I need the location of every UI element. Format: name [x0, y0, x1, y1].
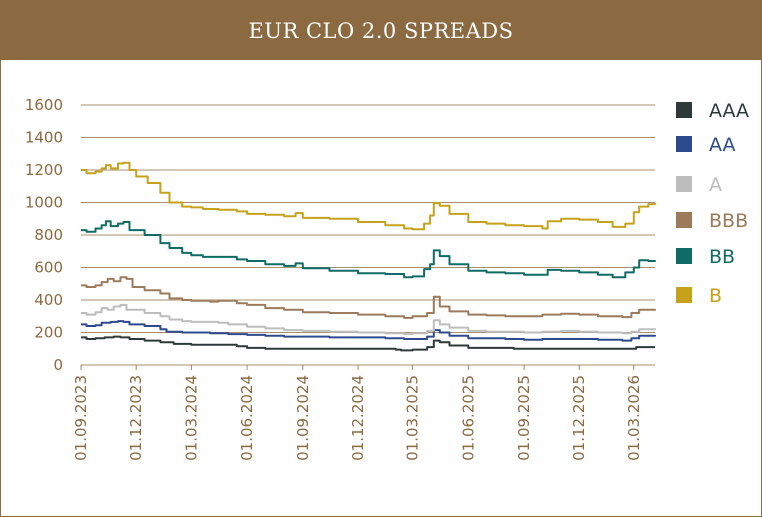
y-axis: 0 200 400 600 800 1000 1200 1400 1600	[25, 96, 63, 374]
y-tick-label: 1200	[25, 161, 63, 179]
legend-swatch	[676, 102, 692, 118]
x-tick-label: 01.09.2023	[72, 375, 90, 461]
y-tick-label: 0	[53, 356, 63, 374]
y-tick-label: 800	[34, 226, 63, 244]
legend-label: AA	[709, 134, 736, 156]
series-line-b	[81, 161, 656, 231]
legend-swatch	[676, 287, 692, 303]
grid	[81, 104, 655, 366]
series-line-aaa	[81, 335, 655, 352]
y-tick-label: 1600	[25, 96, 63, 114]
series-line-aa	[81, 320, 656, 342]
y-tick-label: 1400	[25, 129, 63, 147]
legend-label: BBB	[709, 210, 748, 232]
legend-label: AAA	[709, 100, 749, 122]
x-tick-label: 01.12.2023	[127, 375, 145, 461]
series-line-bb	[81, 220, 656, 279]
legend-swatch	[676, 248, 692, 264]
x-tick-label: 01.03.2024	[182, 375, 200, 461]
legend-label: A	[709, 174, 722, 196]
y-tick-label: 200	[34, 324, 63, 342]
legend-swatch	[676, 212, 692, 228]
series-line-bbb	[81, 276, 656, 319]
chart-title: EUR CLO 2.0 SPREADS	[248, 18, 514, 43]
x-tick-label: 01.09.2025	[515, 375, 533, 461]
x-tick-label: 01.09.2024	[294, 375, 312, 461]
legend-swatch	[676, 136, 692, 152]
legend-swatch	[676, 176, 692, 192]
y-tick-label: 1000	[25, 194, 63, 212]
y-tick-label: 600	[34, 259, 63, 277]
legend-label: BB	[709, 246, 735, 268]
x-tick-label: 01.12.2025	[570, 375, 588, 461]
legend-label: B	[709, 285, 722, 307]
title-bar: EUR CLO 2.0 SPREADS	[1, 1, 761, 60]
x-axis: 01.09.2023 01.12.2023 01.03.2024 01.06.2024…	[72, 365, 643, 461]
y-tick-label: 400	[34, 291, 63, 309]
x-tick-label: 01.06.2024	[238, 375, 256, 461]
series-lines	[81, 161, 656, 352]
x-tick-label: 01.03.2026	[625, 375, 643, 461]
x-tick-label: 01.03.2025	[404, 375, 422, 461]
x-tick-label: 01.06.2025	[459, 375, 477, 461]
x-tick-label: 01.12.2024	[349, 375, 367, 461]
series-line-a	[81, 303, 656, 336]
